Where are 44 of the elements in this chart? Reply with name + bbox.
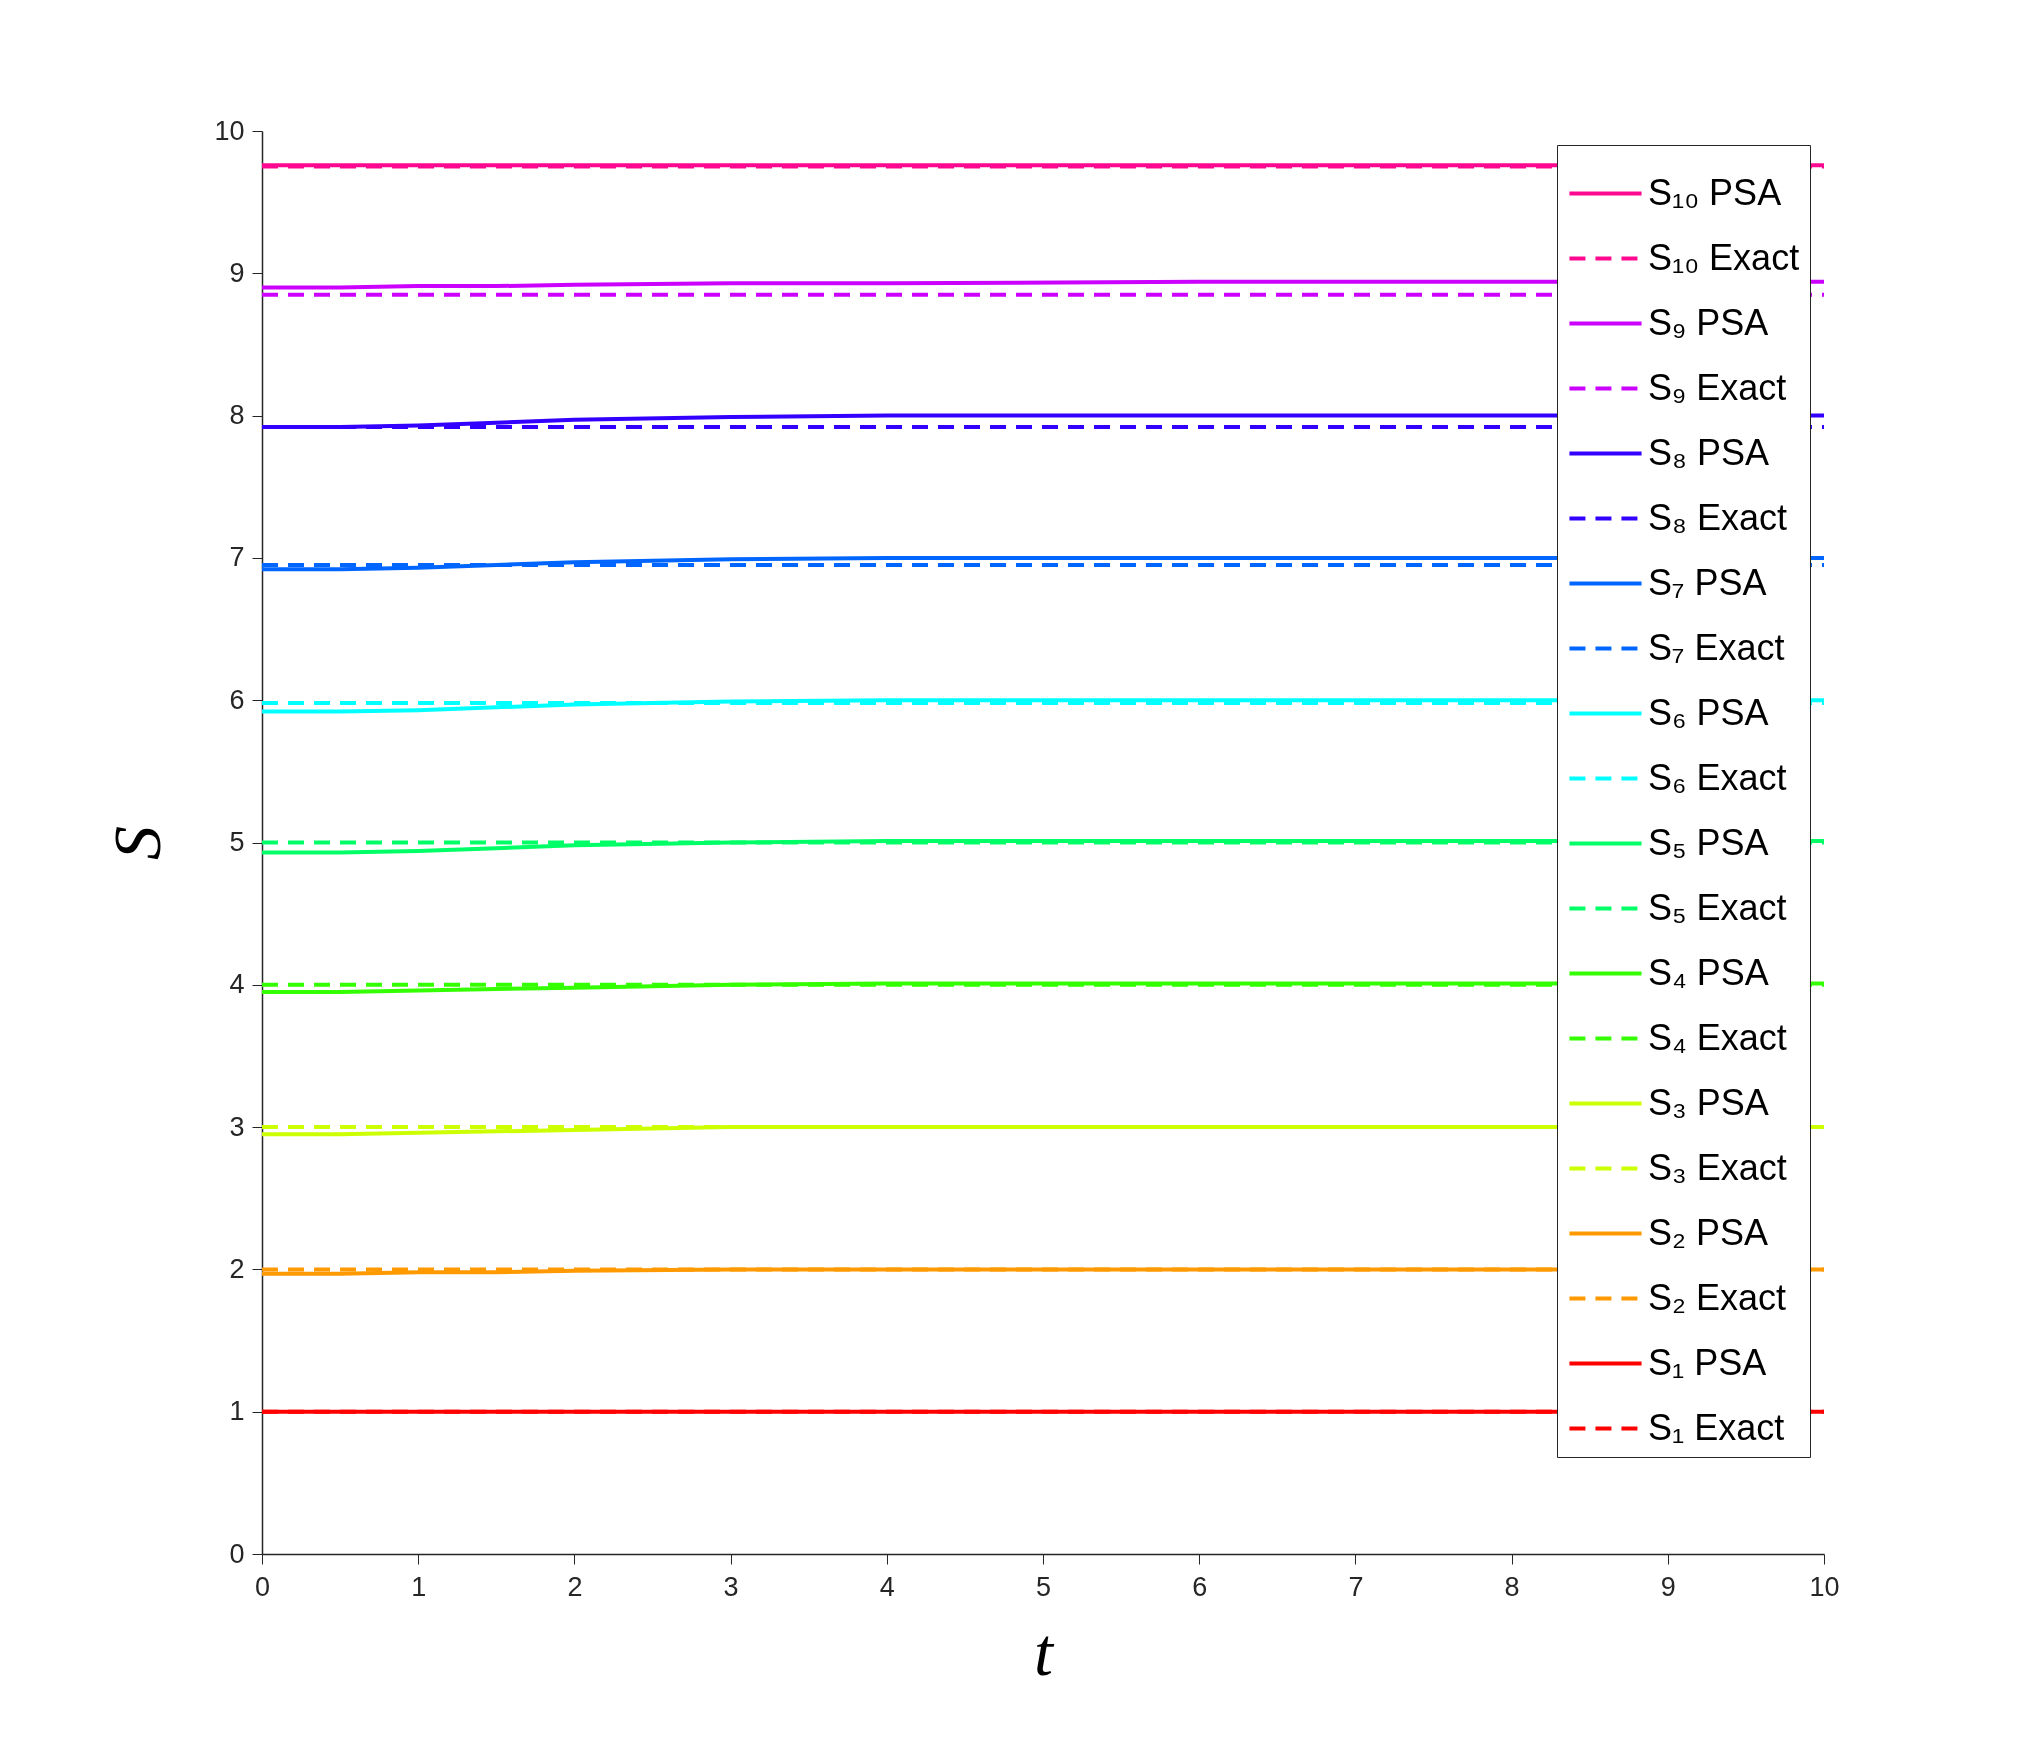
- y-tick-label: 7: [229, 542, 245, 573]
- x-tick-label: 1: [411, 1571, 427, 1602]
- x-tick-label: 2: [567, 1571, 583, 1602]
- legend-label: S₂ Exact: [1648, 1276, 1787, 1318]
- legend-label: S₄ PSA: [1648, 951, 1769, 993]
- legend-label: S₁₀ Exact: [1648, 236, 1800, 278]
- x-tick-label: 4: [879, 1571, 895, 1602]
- y-tick-label: 9: [229, 257, 245, 288]
- legend-label: S₅ Exact: [1648, 886, 1787, 928]
- legend-label: S₃ Exact: [1648, 1146, 1787, 1188]
- legend-label: S₃ PSA: [1648, 1081, 1769, 1123]
- y-axis-title: S: [99, 826, 176, 860]
- legend-label: S₈ PSA: [1648, 431, 1769, 473]
- y-tick-label: 4: [229, 969, 245, 1000]
- x-tick-label: 10: [1809, 1571, 1840, 1602]
- x-tick-label: 7: [1348, 1571, 1364, 1602]
- y-tick-label: 0: [229, 1538, 245, 1569]
- y-tick-label: 5: [229, 827, 245, 857]
- legend-label: S₇ PSA: [1648, 561, 1767, 603]
- legend-label: S₆ Exact: [1648, 756, 1787, 798]
- x-tick-label: 5: [1035, 1571, 1052, 1602]
- y-tick-label: 3: [229, 1111, 245, 1142]
- legend-label: S₈ Exact: [1648, 496, 1787, 538]
- x-tick-label: 0: [254, 1571, 271, 1602]
- legend-label: S₄ Exact: [1648, 1016, 1787, 1058]
- y-tick-label: 10: [214, 115, 245, 146]
- y-tick-label: 6: [229, 684, 245, 715]
- x-tick-label: 9: [1660, 1571, 1676, 1602]
- legend-label: S₉ PSA: [1648, 301, 1769, 343]
- legend-label: S₁ PSA: [1648, 1341, 1767, 1383]
- legend-label: S₂ PSA: [1648, 1211, 1769, 1253]
- x-tick-label: 6: [1192, 1571, 1208, 1602]
- y-tick-label: 2: [229, 1253, 245, 1284]
- legend-label: S₁ Exact: [1648, 1406, 1785, 1448]
- x-tick-label: 8: [1504, 1571, 1520, 1602]
- legend-label: S₅ PSA: [1648, 821, 1769, 863]
- legend-label: S₆ PSA: [1648, 691, 1769, 733]
- legend-label: S₁₀ PSA: [1648, 171, 1782, 213]
- legend-label: S₇ Exact: [1648, 626, 1785, 668]
- legend-label: S₉ Exact: [1648, 366, 1787, 408]
- y-tick-label: 8: [229, 400, 245, 431]
- x-axis-title: t: [1034, 1613, 1056, 1690]
- y-tick-label: 1: [229, 1396, 245, 1427]
- x-tick-label: 3: [723, 1571, 739, 1602]
